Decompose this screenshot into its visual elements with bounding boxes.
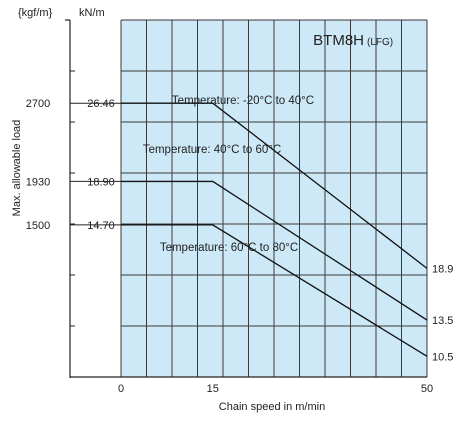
y-axis-label: Max. allowable load [11,120,23,217]
series-end-label: 18.9 [432,263,453,275]
tick-labels: 2700 26.46 1930 18.90 1500 14.70 0 15 50 [26,98,433,395]
series-label: Temperature: 60°C to 80°C [160,242,298,254]
y-tick-label-kgf: 1500 [26,220,50,232]
x-tick-label: 50 [421,383,433,395]
series-line [121,224,428,357]
x-tick-label: 15 [207,383,219,395]
y-tick-label-kn: 18.90 [87,176,115,188]
series-end-label: 13.5 [432,315,453,327]
y-tick-label-kn: 26.46 [87,98,115,110]
grid [120,19,428,378]
series-label: Temperature: -20°C to 40°C [172,95,314,107]
series-label: Temperature: 40°C to 60°C [143,144,281,156]
y-unit-kn: kN/m [79,7,105,19]
chart-title-suffix: (LFG) [367,37,393,48]
series-line [121,102,428,269]
y-tick-label-kn: 14.70 [87,220,115,232]
y-tick-label-kgf: 1930 [26,176,50,188]
series-lines: Temperature: -20°C to 40°C 18.9 Temperatur… [121,95,453,363]
x-tick-label: 0 [118,383,124,395]
x-axis-label: Chain speed in m/min [219,401,325,413]
y-unit-kgf: {kgf/m} [18,7,53,19]
axes [65,19,427,378]
y-tick-label-kgf: 2700 [26,98,50,110]
series-end-label: 10.5 [432,351,453,363]
chart-title: BTM8H [313,32,364,49]
series-line [121,180,428,321]
